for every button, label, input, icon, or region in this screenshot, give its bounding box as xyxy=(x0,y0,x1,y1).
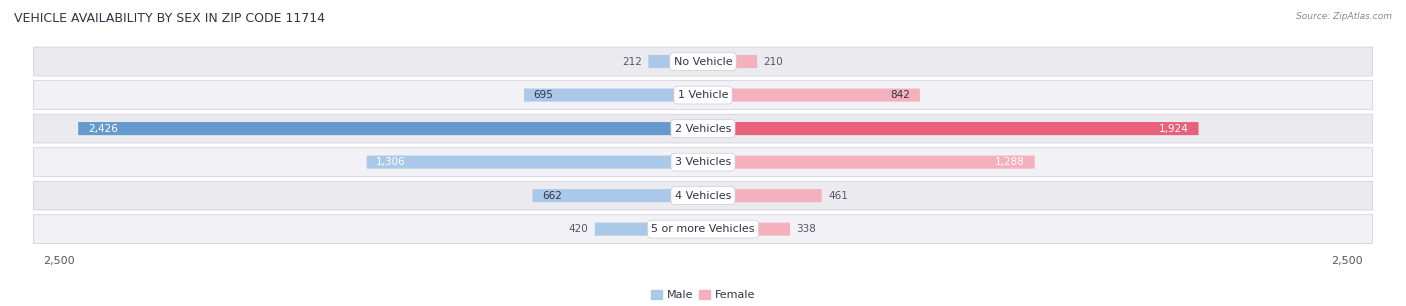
Text: No Vehicle: No Vehicle xyxy=(673,57,733,67)
Text: 3 Vehicles: 3 Vehicles xyxy=(675,157,731,167)
Text: 420: 420 xyxy=(568,224,588,234)
FancyBboxPatch shape xyxy=(533,189,703,202)
FancyBboxPatch shape xyxy=(703,155,1035,169)
Text: 842: 842 xyxy=(890,90,910,100)
FancyBboxPatch shape xyxy=(34,114,1372,143)
FancyBboxPatch shape xyxy=(595,222,703,236)
Text: 212: 212 xyxy=(621,57,643,67)
FancyBboxPatch shape xyxy=(34,181,1372,210)
Text: 1,306: 1,306 xyxy=(377,157,406,167)
Text: 662: 662 xyxy=(543,191,562,201)
FancyBboxPatch shape xyxy=(703,55,756,68)
Text: 695: 695 xyxy=(534,90,554,100)
FancyBboxPatch shape xyxy=(34,148,1372,177)
Text: Source: ZipAtlas.com: Source: ZipAtlas.com xyxy=(1296,12,1392,21)
FancyBboxPatch shape xyxy=(703,189,821,202)
Legend: Male, Female: Male, Female xyxy=(647,285,759,304)
Text: 5 or more Vehicles: 5 or more Vehicles xyxy=(651,224,755,234)
FancyBboxPatch shape xyxy=(34,47,1372,76)
FancyBboxPatch shape xyxy=(524,88,703,102)
Text: 1,924: 1,924 xyxy=(1159,124,1189,134)
FancyBboxPatch shape xyxy=(34,81,1372,110)
Text: 2,426: 2,426 xyxy=(87,124,118,134)
FancyBboxPatch shape xyxy=(367,155,703,169)
Text: 4 Vehicles: 4 Vehicles xyxy=(675,191,731,201)
FancyBboxPatch shape xyxy=(648,55,703,68)
FancyBboxPatch shape xyxy=(79,122,703,135)
Text: 461: 461 xyxy=(828,191,848,201)
FancyBboxPatch shape xyxy=(703,122,1198,135)
FancyBboxPatch shape xyxy=(703,222,790,236)
Text: VEHICLE AVAILABILITY BY SEX IN ZIP CODE 11714: VEHICLE AVAILABILITY BY SEX IN ZIP CODE … xyxy=(14,12,325,25)
Text: 1 Vehicle: 1 Vehicle xyxy=(678,90,728,100)
Text: 1,288: 1,288 xyxy=(995,157,1025,167)
FancyBboxPatch shape xyxy=(34,215,1372,244)
Text: 338: 338 xyxy=(796,224,817,234)
FancyBboxPatch shape xyxy=(703,88,920,102)
Text: 210: 210 xyxy=(763,57,783,67)
Text: 2 Vehicles: 2 Vehicles xyxy=(675,124,731,134)
